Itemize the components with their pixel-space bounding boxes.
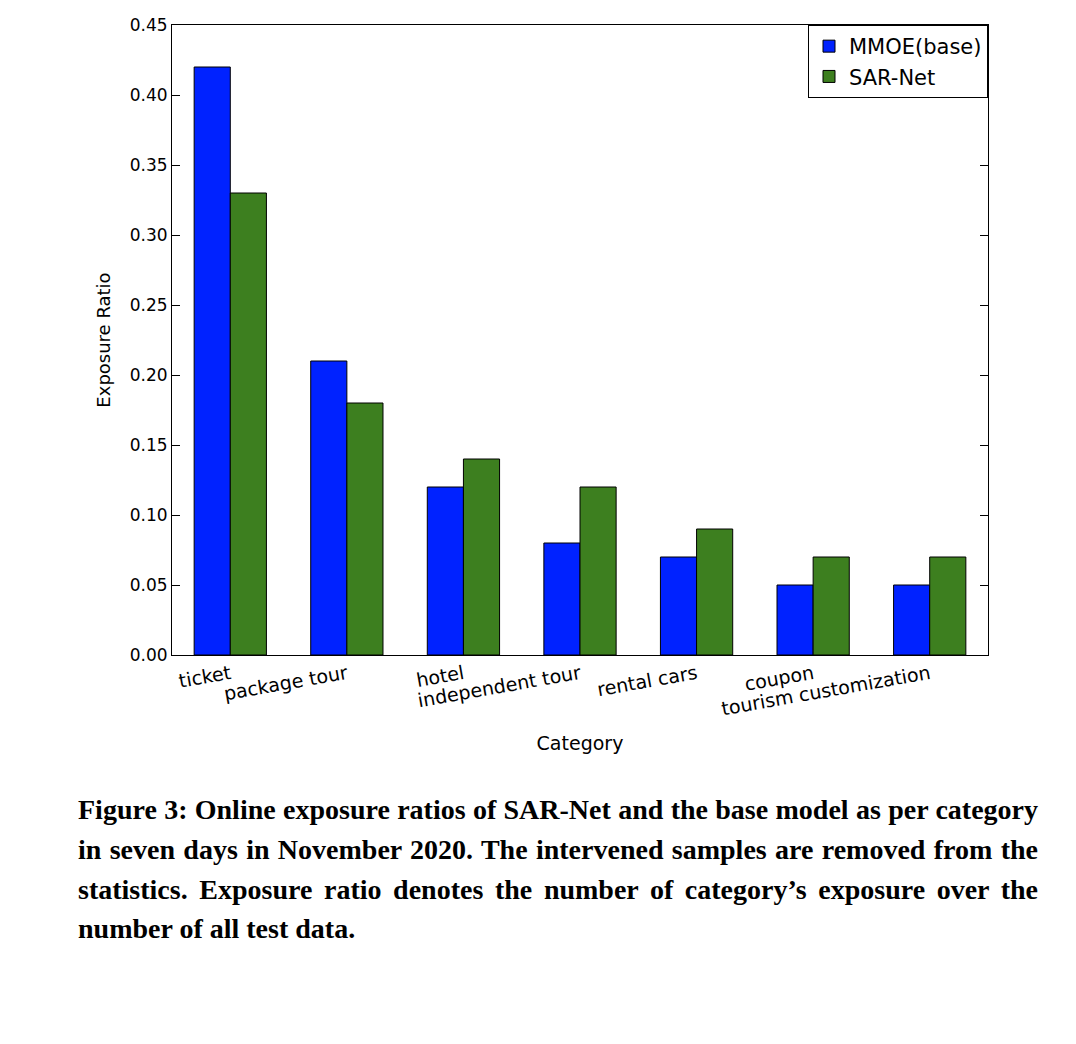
svg-text:0.30: 0.30 — [130, 225, 168, 245]
svg-text:0.40: 0.40 — [130, 85, 168, 105]
svg-text:hotel: hotel — [415, 661, 466, 691]
svg-text:0.45: 0.45 — [130, 15, 168, 35]
svg-text:0.10: 0.10 — [130, 505, 168, 525]
svg-text:coupon: coupon — [743, 661, 816, 695]
html-text:Figure 3: Online exposure rati: Figure 3: Online exposure ratios of SAR-… — [78, 794, 1038, 945]
svg-text:rental cars: rental cars — [595, 661, 699, 700]
svg-text:SAR-Net: SAR-Net — [849, 66, 935, 90]
svg-text:tourism customization: tourism customization — [720, 661, 933, 719]
svg-text:0.25: 0.25 — [130, 295, 168, 315]
svg-text:0.05: 0.05 — [130, 575, 168, 595]
svg-text:Exposure Ratio: Exposure Ratio — [93, 272, 114, 407]
svg-text:0.15: 0.15 — [130, 435, 168, 455]
svg-text:independent tour: independent tour — [416, 661, 583, 711]
svg-text:Category: Category — [537, 732, 624, 754]
svg-text:0.20: 0.20 — [130, 365, 168, 385]
svg-text:ticket: ticket — [177, 661, 233, 692]
svg-text:0.00: 0.00 — [130, 645, 168, 665]
svg-text:0.35: 0.35 — [130, 155, 168, 175]
svg-text:package tour: package tour — [222, 661, 349, 704]
svg-text:MMOE(base): MMOE(base) — [849, 35, 981, 59]
